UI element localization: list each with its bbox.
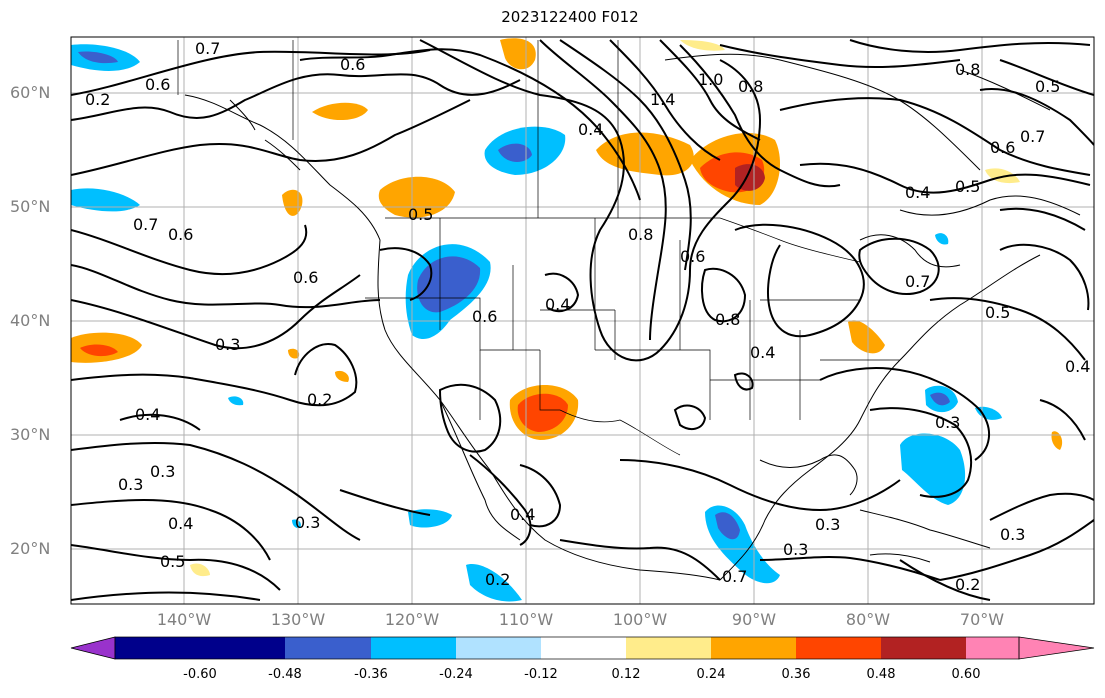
contour-label: 0.2 [307,390,332,409]
contour-label: 1.0 [698,70,723,89]
colorbar-segment [371,637,456,659]
contour-label: 0.2 [485,570,510,589]
contour-label: 0.4 [750,343,775,362]
contour-label: 0.4 [905,183,930,202]
contour-label: 0.6 [145,75,170,94]
contour-label: 0.3 [150,462,175,481]
lon-label-140w: 140°W [156,610,212,629]
contour-label: 0.8 [715,310,740,329]
contour-label: 0.5 [408,205,433,224]
colorbar-extend-low [70,636,116,660]
lon-label-70w: 70°W [959,610,1005,629]
contour-label: 0.5 [160,552,185,571]
political-borders [177,40,900,456]
colorbar-segment [881,637,966,659]
contour-label: 0.4 [578,120,603,139]
contour-label: 0.3 [118,475,143,494]
colorbar-tick-label: -0.12 [524,667,558,682]
contour-label: 0.3 [783,540,808,559]
colorbar-tick-label: 0.48 [866,667,896,682]
contour-label: 0.5 [985,303,1010,322]
lon-label-80w: 80°W [845,610,891,629]
colorbar-tick-label: -0.24 [439,667,473,682]
colorbar-segment [456,637,541,659]
colorbar-segment [200,637,285,659]
contour-label: 0.7 [133,215,158,234]
colorbar-tick-label: 0.36 [781,667,811,682]
shaded-positive-anomalies [71,38,1063,577]
contour-label: 0.3 [295,513,320,532]
contour-lines [71,39,1094,601]
colorbar-segment [626,637,711,659]
lat-label-30n: 30°N [10,425,51,444]
contour-label: 0.6 [680,247,705,266]
map-frame [70,36,1095,605]
colorbar-extend-high [1018,636,1095,660]
contour-label: 0.3 [1000,525,1025,544]
contour-label: 0.2 [955,575,980,594]
contour-label: 0.6 [293,268,318,287]
colorbar-tick-label: 0.60 [951,667,981,682]
contour-label: 0.4 [510,505,535,524]
colorbar-tick-label: 0.12 [611,667,641,682]
lat-label-20n: 20°N [10,539,51,558]
colorbar-segment [796,637,881,659]
contour-label: 0.6 [472,307,497,326]
contour-label: 0.7 [905,272,930,291]
colorbar-segment [115,637,200,659]
lat-label-50n: 50°N [10,197,51,216]
colorbar-tick-label: -0.48 [268,667,302,682]
lat-label-40n: 40°N [10,311,51,330]
contour-label: 0.8 [628,225,653,244]
contour-label: 1.4 [650,90,675,109]
colorbar-tick-label: -0.60 [183,667,217,682]
lon-label-110w: 110°W [498,610,554,629]
colorbar-segment [711,637,796,659]
lon-label-90w: 90°W [731,610,777,629]
page-title: 2023122400 F012 [501,8,639,26]
lon-label-120w: 120°W [384,610,440,629]
colorbar-segment [541,637,626,659]
contour-label: 0.3 [935,413,960,432]
contour-label: 0.5 [1035,77,1060,96]
contour-labels: 0.7 0.6 0.6 0.5 0.6 0.8 1.0 1.4 0.4 0.5 … [85,39,1090,594]
shaded-negative-anomalies [71,44,1002,602]
graticule [71,37,1094,604]
lon-label-130w: 130°W [270,610,326,629]
contour-label: 0.8 [738,77,763,96]
contour-label: 0.8 [955,60,980,79]
contour-label: 0.4 [545,295,570,314]
contour-label: 0.3 [815,515,840,534]
colorbar [70,636,1095,660]
contour-label: 0.6 [340,55,365,74]
colorbar-tick-label: 0.24 [696,667,726,682]
lat-label-60n: 60°N [10,83,51,102]
contour-label: 0.4 [135,405,160,424]
colorbar-segment [285,637,371,659]
contour-label: 0.6 [990,138,1015,157]
colorbar-segment [966,637,1019,659]
contour-label: 0.5 [955,177,980,196]
contour-label: 0.7 [1020,127,1045,146]
colorbar-tick-label: -0.36 [354,667,388,682]
contour-label: 0.2 [85,90,110,109]
contour-label: 0.7 [722,567,747,586]
coastlines [184,53,1081,581]
contour-label: 0.4 [168,514,193,533]
contour-label: 0.7 [195,39,220,58]
lon-label-100w: 100°W [612,610,668,629]
contour-label: 0.6 [168,225,193,244]
contour-label: 0.4 [1065,357,1090,376]
contour-label: 0.3 [215,335,240,354]
